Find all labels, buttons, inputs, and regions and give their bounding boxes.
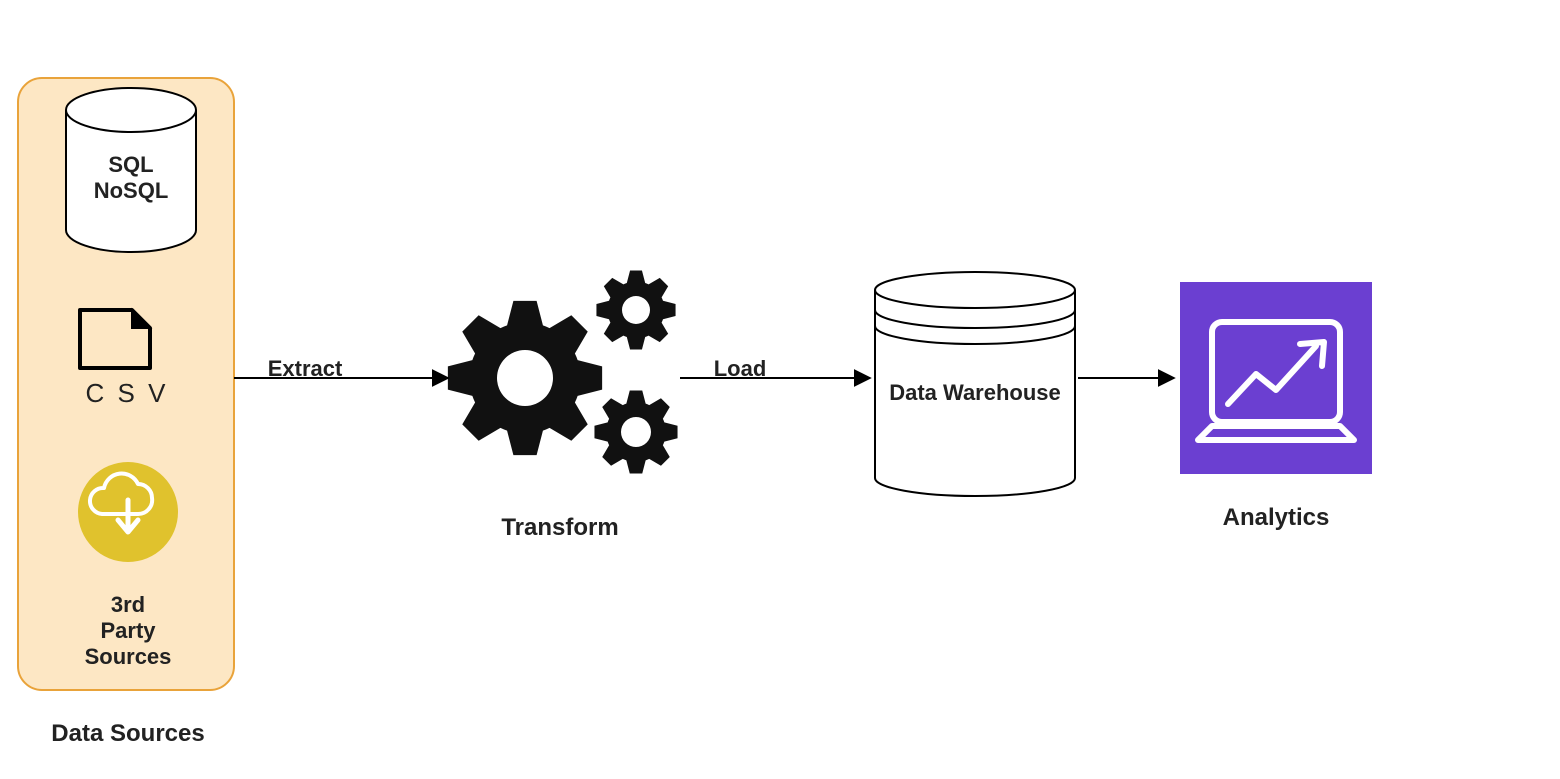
database-label-nosql: NoSQL xyxy=(94,178,169,203)
third-party-label: 3rd Party Sources xyxy=(0,592,328,670)
gear-icon xyxy=(596,270,675,349)
flow-arrow-label-load: Load xyxy=(540,356,940,382)
data-warehouse-label: Data Warehouse xyxy=(889,380,1061,405)
database-label-sql: SQL xyxy=(108,152,153,177)
data-sources-label: Data Sources xyxy=(0,720,328,748)
flow-arrow-label-extract: Extract xyxy=(105,356,505,382)
csv-label: C S V xyxy=(86,378,169,408)
etl-diagram: SQLNoSQL C S V Data Warehouse 3rd Party So… xyxy=(0,0,1560,774)
transform-label: Transform xyxy=(360,514,760,542)
analytics-icon xyxy=(1180,282,1372,474)
gear-icon xyxy=(594,390,677,473)
analytics-label: Analytics xyxy=(1076,504,1476,532)
